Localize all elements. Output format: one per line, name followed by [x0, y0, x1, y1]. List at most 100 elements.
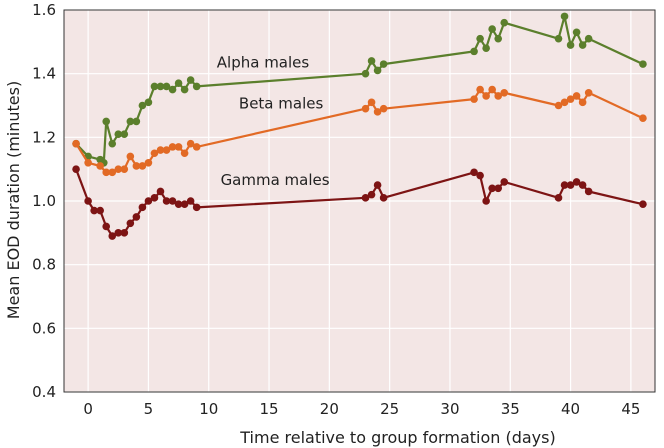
data-point	[150, 149, 159, 158]
data-point	[162, 82, 171, 91]
data-point	[120, 165, 129, 173]
data-point	[554, 34, 563, 43]
data-point	[144, 98, 153, 107]
data-point	[639, 60, 647, 68]
data-point	[560, 98, 569, 107]
series-label: Alpha males	[217, 53, 310, 71]
data-point	[192, 143, 201, 151]
data-point	[470, 95, 478, 103]
data-point	[90, 206, 98, 215]
data-point	[102, 117, 111, 126]
y-tick-label: 0.6	[32, 319, 56, 337]
data-point	[186, 76, 195, 84]
data-point	[578, 181, 587, 189]
data-point	[476, 171, 484, 180]
series-label: Gamma males	[221, 171, 330, 189]
x-tick-label: 10	[199, 400, 218, 418]
data-point	[84, 159, 92, 167]
data-point	[150, 82, 159, 91]
data-point	[639, 200, 647, 208]
x-axis-label: Time relative to group formation (days)	[239, 428, 555, 447]
data-point	[174, 143, 183, 151]
data-point	[174, 200, 183, 208]
data-point	[373, 66, 382, 75]
data-point	[494, 92, 503, 100]
data-point	[108, 168, 117, 177]
data-point	[373, 181, 382, 189]
data-point	[126, 152, 135, 161]
data-point	[186, 197, 195, 205]
data-point	[367, 57, 376, 65]
data-point	[126, 117, 135, 126]
data-point	[126, 219, 135, 228]
y-tick-label: 1.0	[32, 192, 56, 210]
data-point	[578, 41, 587, 49]
data-point	[379, 60, 388, 68]
data-point	[144, 197, 153, 205]
data-point	[572, 28, 581, 37]
data-point	[361, 194, 370, 202]
x-tick-label: 35	[501, 400, 520, 418]
data-point	[584, 187, 593, 196]
data-point	[114, 229, 123, 237]
x-tick-label: 40	[561, 400, 580, 418]
data-point	[162, 146, 171, 154]
data-point	[482, 44, 490, 52]
data-point	[192, 203, 201, 212]
data-point	[108, 139, 117, 148]
data-point	[500, 178, 509, 186]
data-point	[584, 34, 593, 43]
data-point	[361, 69, 370, 78]
x-tick-label: 45	[621, 400, 640, 418]
data-point	[132, 162, 141, 170]
data-point	[584, 88, 593, 97]
x-tick-label: 25	[380, 400, 399, 418]
data-point	[144, 159, 153, 167]
y-tick-label: 0.4	[32, 383, 56, 401]
data-point	[108, 232, 117, 240]
data-point	[174, 79, 183, 88]
data-point	[138, 101, 147, 110]
data-point	[554, 194, 563, 202]
data-point	[482, 92, 490, 100]
data-point	[150, 194, 159, 202]
y-tick-label: 1.6	[32, 1, 56, 19]
data-point	[96, 206, 104, 215]
data-point	[114, 130, 123, 138]
data-point	[96, 162, 104, 170]
data-point	[470, 168, 478, 177]
data-point	[72, 165, 80, 173]
data-point	[180, 200, 189, 208]
data-point	[639, 114, 647, 123]
data-point	[156, 82, 165, 91]
y-tick-label: 1.2	[32, 128, 56, 146]
data-point	[156, 187, 165, 196]
series-gamma-males: Gamma males	[72, 165, 647, 240]
series-beta-males: Beta males	[72, 85, 647, 177]
y-tick-label: 0.8	[32, 256, 56, 274]
data-point	[102, 168, 111, 177]
data-point	[488, 184, 496, 193]
data-point	[361, 104, 370, 113]
y-axis-label: Mean EOD duration (minutes)	[4, 81, 23, 319]
data-point	[168, 85, 177, 94]
data-point	[162, 197, 171, 205]
data-point	[566, 95, 575, 103]
data-point	[367, 190, 376, 199]
x-tick-label: 0	[83, 400, 93, 418]
data-point	[168, 143, 177, 151]
data-point	[488, 85, 496, 94]
data-point	[560, 12, 569, 21]
data-point	[470, 47, 478, 56]
x-tick-label: 15	[259, 400, 278, 418]
data-point	[132, 213, 141, 221]
data-point	[476, 34, 484, 43]
data-point	[168, 197, 177, 205]
data-point	[379, 194, 388, 202]
data-point	[494, 34, 503, 43]
plot-frame	[63, 9, 656, 393]
data-point	[84, 197, 92, 205]
data-point	[560, 181, 569, 189]
x-axis-ticks: 0 5 10 15 20 25 30 35 40 45	[83, 400, 640, 418]
